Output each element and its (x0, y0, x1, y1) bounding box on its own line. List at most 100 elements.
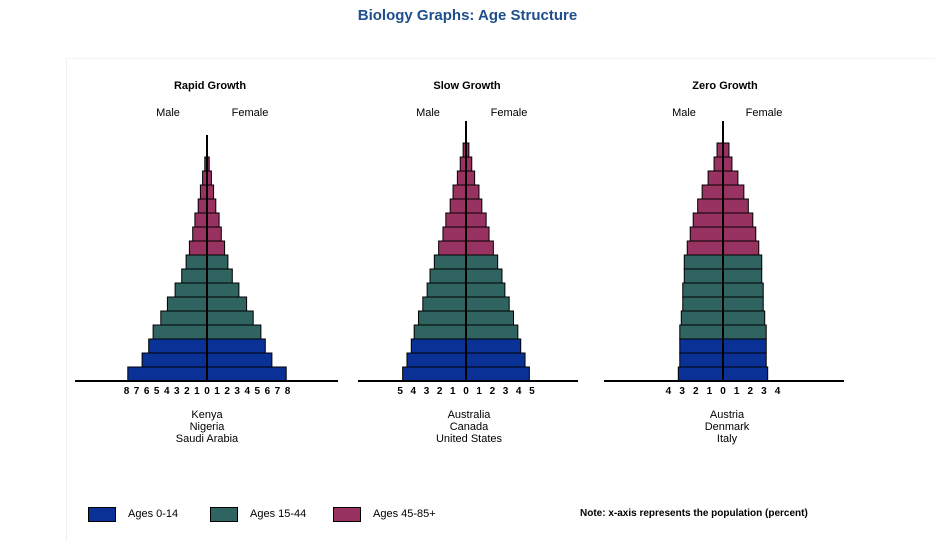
female-label: Female (491, 107, 528, 119)
bar-male (713, 156, 724, 172)
x-tick-label: 3 (503, 386, 509, 397)
bar-male (707, 170, 724, 186)
bar-male (141, 352, 208, 368)
bar-male (160, 310, 208, 326)
bar-male (181, 268, 208, 284)
country-label: Austria (710, 409, 745, 421)
bar-male (686, 240, 724, 256)
bar-male (433, 254, 467, 270)
x-tick-label: 1 (214, 386, 220, 397)
x-tick-label: 1 (450, 386, 456, 397)
x-tick-label: 7 (134, 386, 140, 397)
chart-frame (66, 58, 935, 541)
bar-male (402, 366, 467, 382)
legend-swatch-ages-45-85 (333, 506, 361, 522)
x-tick-label: 1 (734, 386, 740, 397)
x-tick-label: 7 (275, 386, 281, 397)
bar-male (680, 310, 724, 326)
bar-male (438, 240, 467, 256)
x-tick-label: 2 (693, 386, 699, 397)
axis-note: Note: x-axis represents the population (… (580, 508, 808, 519)
x-tick-label: 1 (194, 386, 200, 397)
bar-female (206, 366, 287, 382)
bar-male (456, 170, 467, 186)
x-tick-label: 6 (265, 386, 271, 397)
x-tick-label: 2 (490, 386, 496, 397)
country-label: Denmark (705, 421, 750, 433)
female-label: Female (232, 107, 269, 119)
x-tick-label: 8 (285, 386, 291, 397)
bar-female (206, 352, 273, 368)
bar-male (166, 296, 208, 312)
country-label: United States (436, 433, 503, 445)
bar-male (429, 268, 467, 284)
x-tick-label: 2 (437, 386, 443, 397)
x-tick-label: 5 (529, 386, 535, 397)
bar-female (206, 282, 240, 298)
bar-female (465, 268, 503, 284)
bar-female (465, 366, 530, 382)
x-tick-label: 2 (224, 386, 230, 397)
bar-male (194, 212, 208, 228)
bar-female (206, 198, 217, 214)
bar-male (683, 268, 724, 284)
x-tick-label: 3 (174, 386, 180, 397)
chart-title: Zero Growth (692, 80, 758, 92)
bar-female (722, 338, 767, 354)
bar-male (417, 310, 467, 326)
legend-label-ages-45-85: Ages 45-85+ (373, 508, 436, 520)
bar-male (679, 352, 724, 368)
x-tick-label: 4 (244, 386, 250, 397)
bar-male (410, 338, 467, 354)
bar-female (206, 268, 233, 284)
x-tick-label: 3 (234, 386, 240, 397)
bar-female (465, 170, 476, 186)
bar-male (406, 352, 467, 368)
x-tick-label: 0 (204, 386, 210, 397)
bar-male (174, 282, 208, 298)
bar-female (722, 352, 767, 368)
bar-female (206, 296, 248, 312)
bar-male (683, 254, 724, 270)
bar-female (465, 282, 506, 298)
female-label: Female (746, 107, 783, 119)
bar-male (692, 212, 724, 228)
x-tick-label: 1 (476, 386, 482, 397)
x-tick-label: 8 (124, 386, 130, 397)
x-tick-label: 4 (775, 386, 781, 397)
bar-female (722, 254, 763, 270)
male-label: Male (156, 107, 180, 119)
x-tick-label: 5 (154, 386, 160, 397)
bar-male (192, 226, 208, 242)
bar-female (722, 198, 749, 214)
bar-female (206, 254, 229, 270)
country-label: Nigeria (190, 421, 226, 433)
legend-item-ages-0-14: Ages 0-14 (88, 505, 178, 523)
bar-male (697, 198, 724, 214)
country-label: Saudi Arabia (176, 433, 239, 445)
x-tick-label: 1 (707, 386, 713, 397)
bar-female (722, 282, 764, 298)
bar-female (722, 170, 739, 186)
bar-female (722, 296, 764, 312)
x-tick-label: 4 (666, 386, 672, 397)
country-label: Italy (717, 433, 738, 445)
bar-male (449, 198, 467, 214)
bar-female (465, 352, 526, 368)
bar-female (206, 212, 220, 228)
x-tick-label: 6 (144, 386, 150, 397)
x-tick-label: 3 (761, 386, 767, 397)
x-tick-label: 4 (164, 386, 170, 397)
bar-male (185, 254, 208, 270)
bar-female (465, 184, 480, 200)
bar-male (701, 184, 724, 200)
x-tick-label: 0 (463, 386, 469, 397)
bar-female (722, 240, 760, 256)
bar-female (722, 212, 754, 228)
bar-male (679, 338, 724, 354)
bar-female (465, 212, 487, 228)
legend-item-ages-45-85: Ages 45-85+ (333, 505, 436, 523)
x-tick-label: 3 (424, 386, 430, 397)
legend-label-ages-0-14: Ages 0-14 (128, 508, 179, 520)
bar-female (206, 226, 222, 242)
